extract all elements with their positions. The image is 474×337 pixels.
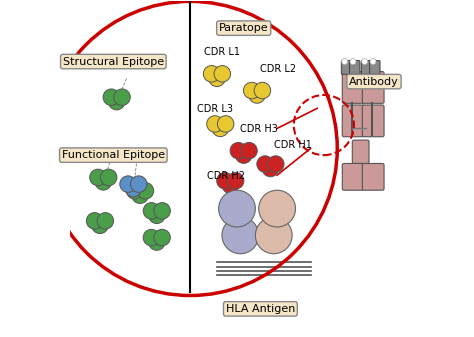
Circle shape [148, 234, 165, 250]
Circle shape [254, 82, 271, 99]
Circle shape [120, 176, 137, 192]
FancyBboxPatch shape [362, 163, 384, 190]
Circle shape [143, 229, 160, 246]
Circle shape [100, 169, 117, 186]
Circle shape [257, 156, 273, 172]
Text: Antibody: Antibody [349, 76, 399, 87]
Circle shape [90, 169, 106, 186]
FancyBboxPatch shape [342, 163, 364, 190]
Circle shape [86, 213, 103, 229]
Text: Structural Epitope: Structural Epitope [63, 57, 164, 66]
Circle shape [219, 190, 255, 227]
Circle shape [222, 217, 259, 254]
Text: CDR L1: CDR L1 [203, 47, 239, 57]
FancyBboxPatch shape [361, 61, 372, 74]
FancyBboxPatch shape [341, 61, 352, 74]
Circle shape [203, 66, 220, 82]
Circle shape [212, 120, 228, 136]
Circle shape [132, 187, 148, 204]
Circle shape [97, 213, 114, 229]
Circle shape [267, 156, 284, 172]
Circle shape [114, 89, 130, 105]
Circle shape [230, 143, 246, 159]
FancyBboxPatch shape [342, 71, 364, 103]
FancyBboxPatch shape [342, 105, 364, 137]
Circle shape [228, 173, 244, 189]
Circle shape [259, 190, 295, 227]
Circle shape [241, 143, 257, 159]
Text: HLA Antigen: HLA Antigen [226, 304, 295, 314]
Circle shape [244, 82, 260, 99]
FancyBboxPatch shape [350, 61, 360, 74]
FancyBboxPatch shape [352, 140, 369, 163]
Text: Paratope: Paratope [219, 23, 268, 33]
FancyBboxPatch shape [370, 61, 380, 74]
FancyBboxPatch shape [362, 105, 384, 137]
Circle shape [95, 174, 111, 190]
Circle shape [127, 183, 143, 199]
FancyBboxPatch shape [362, 71, 384, 103]
Circle shape [143, 203, 160, 219]
Text: CDR H2: CDR H2 [207, 171, 245, 181]
Circle shape [342, 59, 347, 65]
Text: CDR H1: CDR H1 [274, 141, 311, 150]
Circle shape [222, 177, 238, 193]
Circle shape [154, 229, 170, 246]
Circle shape [362, 59, 368, 65]
Circle shape [370, 59, 376, 65]
Circle shape [109, 93, 125, 110]
Circle shape [209, 70, 225, 87]
Circle shape [218, 116, 234, 132]
Circle shape [249, 87, 265, 103]
Circle shape [154, 203, 170, 219]
Circle shape [262, 160, 279, 177]
Circle shape [125, 180, 142, 197]
Circle shape [236, 147, 252, 163]
Circle shape [91, 217, 108, 234]
Circle shape [217, 173, 233, 189]
Circle shape [130, 176, 147, 192]
Circle shape [148, 207, 165, 223]
Text: CDR L2: CDR L2 [260, 64, 297, 73]
Circle shape [350, 59, 356, 65]
Circle shape [103, 89, 119, 105]
Circle shape [207, 116, 223, 132]
Circle shape [137, 183, 154, 199]
Circle shape [255, 217, 292, 254]
Text: CDR H3: CDR H3 [240, 124, 278, 134]
Text: Functional Epitope: Functional Epitope [62, 150, 165, 160]
Circle shape [214, 66, 230, 82]
Text: CDR L3: CDR L3 [197, 104, 233, 114]
